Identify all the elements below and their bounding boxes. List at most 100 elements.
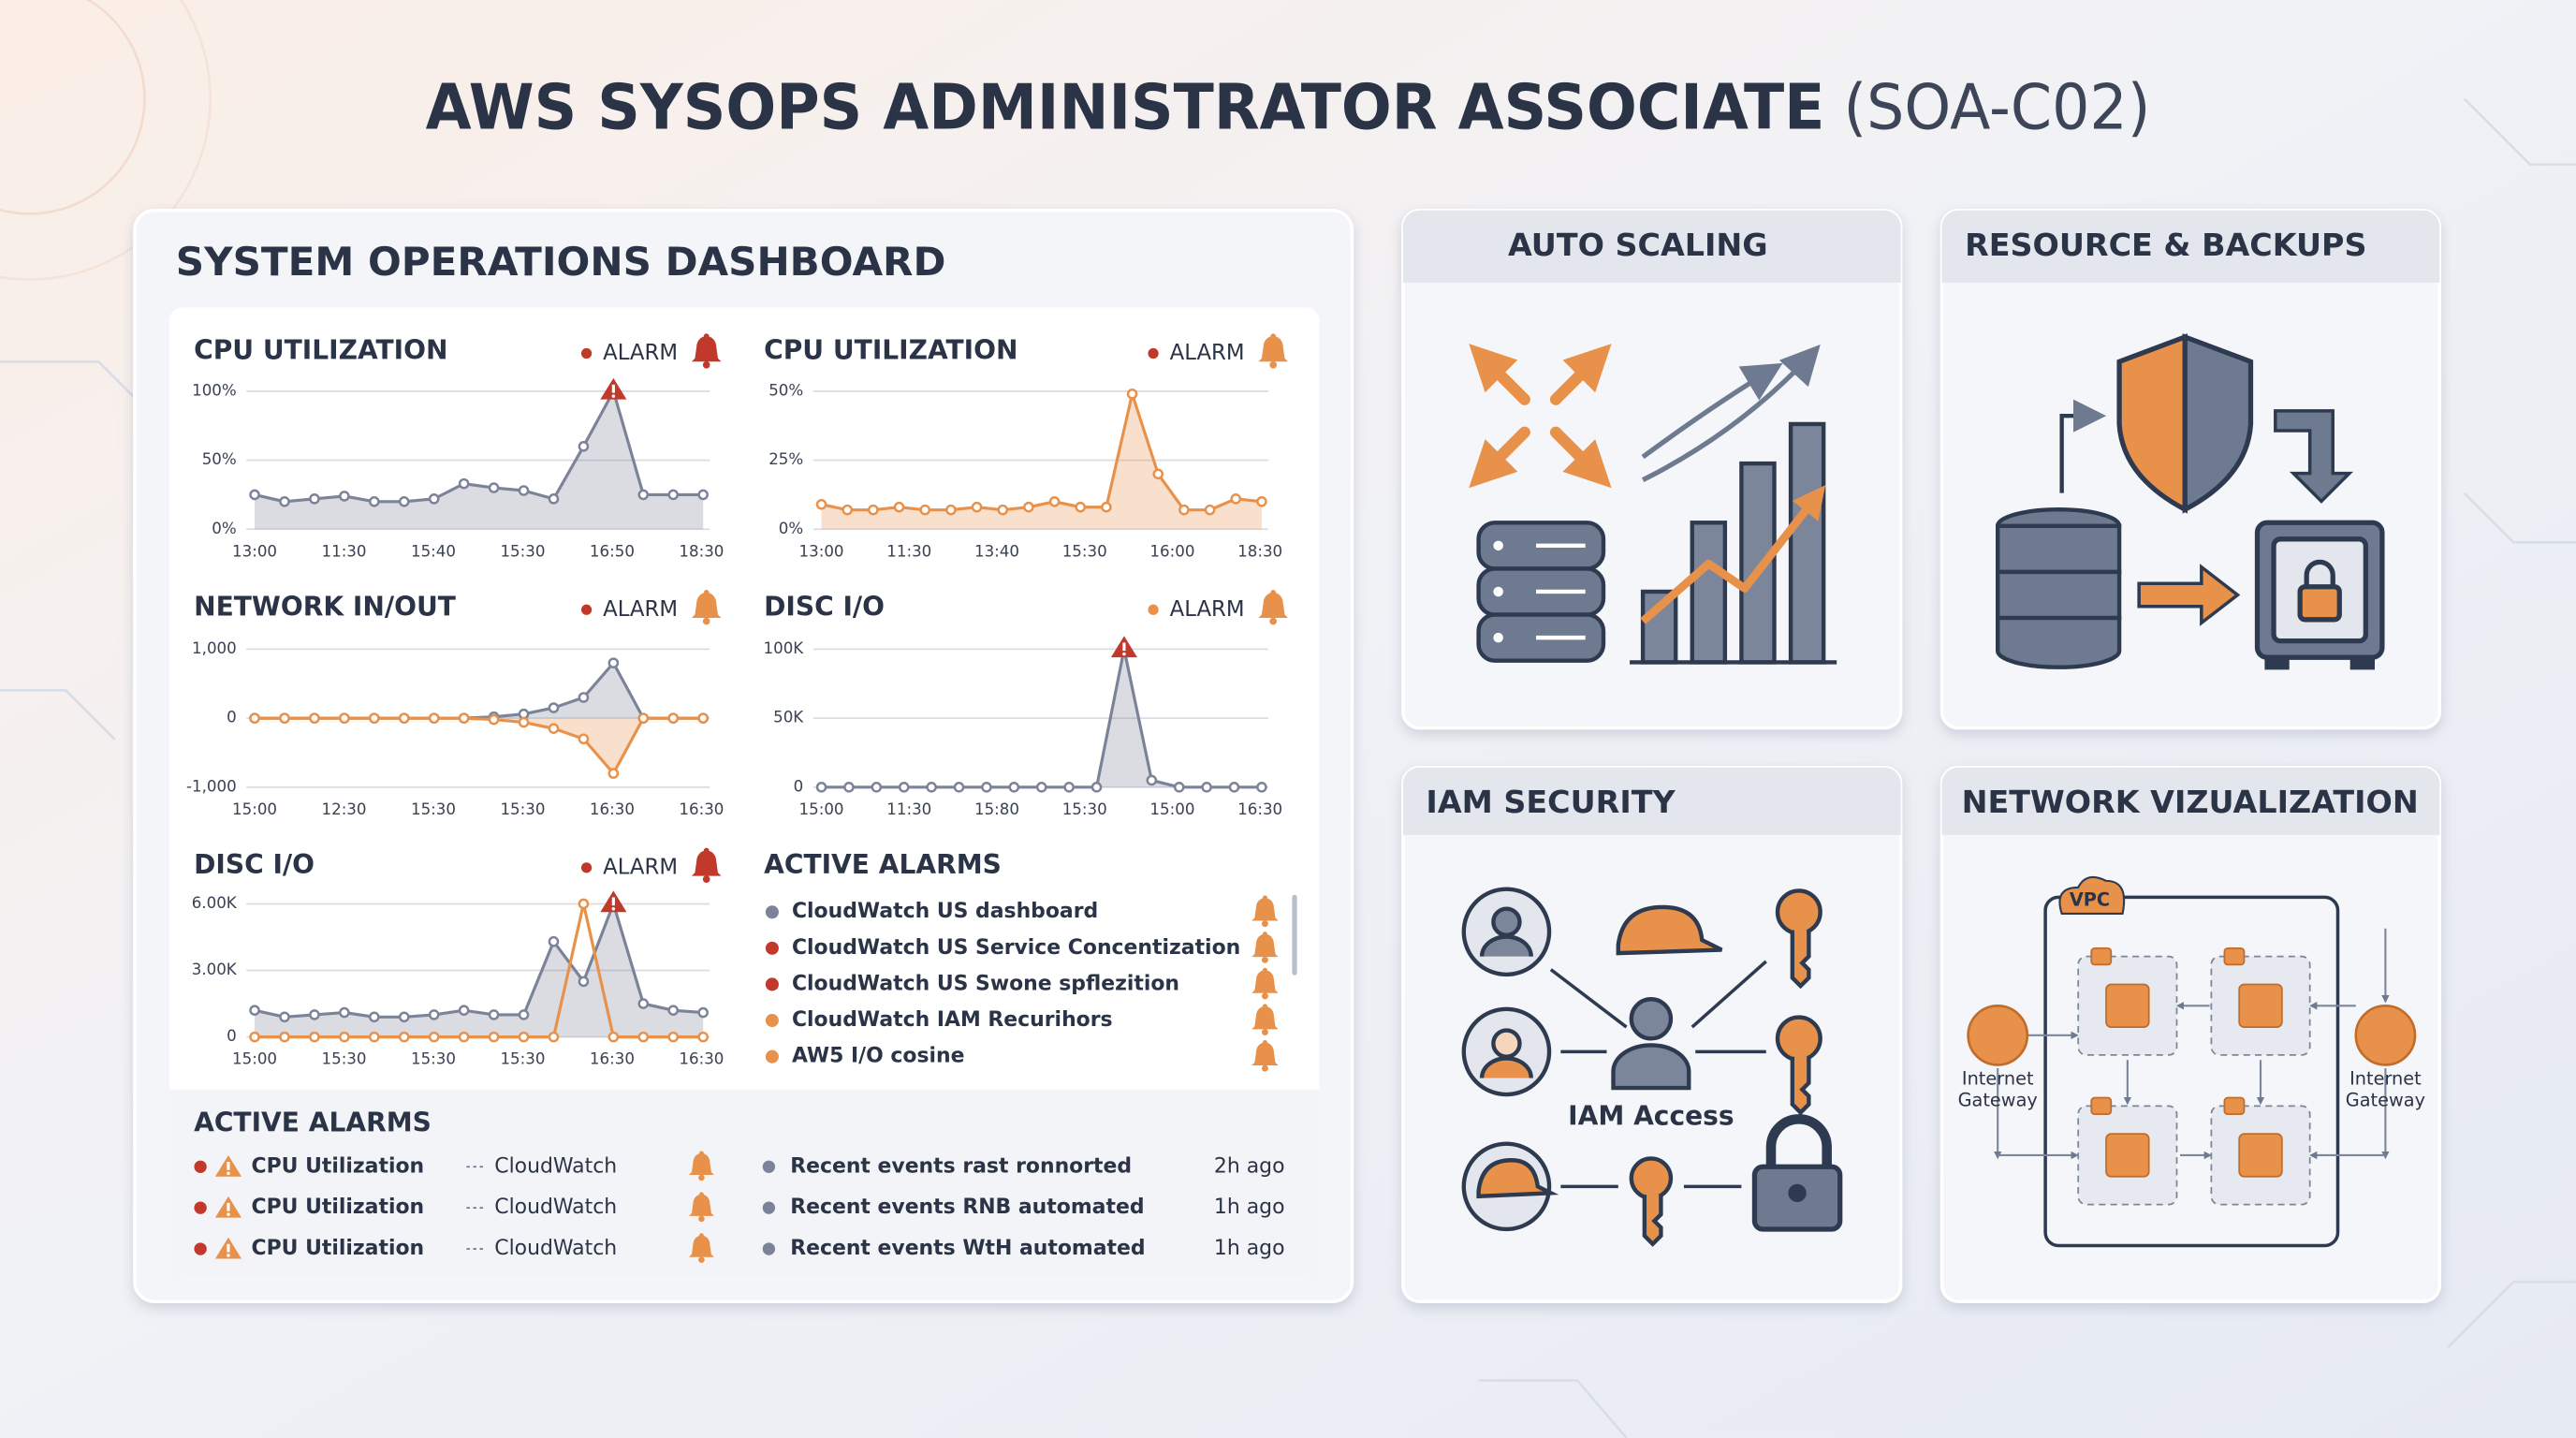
data-point bbox=[249, 1005, 260, 1016]
y-tick-label: 0 bbox=[794, 777, 804, 795]
data-point bbox=[1063, 782, 1075, 793]
alarm-source: CloudWatch bbox=[494, 1196, 617, 1219]
alarm-label: ALARM bbox=[603, 855, 678, 879]
data-point bbox=[667, 1031, 680, 1043]
bell-top bbox=[699, 1192, 704, 1197]
data-point bbox=[488, 1009, 500, 1020]
bell-top bbox=[699, 1233, 704, 1238]
network-links bbox=[1993, 928, 2390, 1160]
y-tick-label: 50% bbox=[202, 450, 237, 468]
data-point bbox=[578, 692, 590, 703]
data-point bbox=[1228, 782, 1240, 793]
event-time: 2h ago bbox=[1214, 1154, 1285, 1178]
x-tick-label: 15:30 bbox=[500, 1050, 545, 1068]
x-tick-label: 15:00 bbox=[799, 800, 844, 818]
event-text: Recent events rast ronnorted bbox=[790, 1154, 1132, 1178]
alarm-metric: CPU Utilization bbox=[252, 1237, 425, 1260]
data-point bbox=[309, 493, 320, 505]
bell-clapper bbox=[698, 1174, 705, 1181]
data-point bbox=[1201, 782, 1212, 793]
x-tick-label: 13:00 bbox=[232, 542, 277, 560]
bell-icon bbox=[689, 1233, 714, 1263]
data-point bbox=[1204, 504, 1216, 516]
warning-dot bbox=[611, 906, 616, 911]
x-tick-label: 16:50 bbox=[590, 542, 635, 560]
data-point bbox=[843, 782, 855, 793]
key-icons bbox=[1629, 888, 1822, 1247]
event-text: Recent events WtH automated bbox=[790, 1237, 1145, 1260]
data-point bbox=[1230, 493, 1242, 505]
gateways bbox=[1967, 1004, 2417, 1066]
gateway-label: Gateway bbox=[2346, 1090, 2425, 1111]
warning-icon bbox=[214, 1196, 242, 1218]
dashboard-title: SYSTEM OPERATIONS DASHBOARD bbox=[176, 239, 946, 285]
data-point bbox=[953, 782, 965, 793]
bell-icon bbox=[1258, 333, 1288, 369]
data-point bbox=[1048, 496, 1061, 507]
bell-body bbox=[1251, 970, 1279, 993]
data-point bbox=[697, 489, 709, 501]
iam-links bbox=[1549, 960, 1767, 1189]
data-point bbox=[945, 504, 957, 516]
status-dot bbox=[765, 1049, 779, 1064]
data-point bbox=[369, 1011, 380, 1023]
curved-arrow bbox=[1641, 362, 1783, 460]
bell-icon bbox=[691, 333, 722, 369]
warning-dot bbox=[1122, 652, 1126, 656]
data-point bbox=[1126, 389, 1138, 400]
bell-top bbox=[703, 590, 710, 595]
iam-label: IAM Access bbox=[1568, 1101, 1734, 1132]
y-tick-label: 0% bbox=[212, 520, 236, 537]
data-point bbox=[279, 712, 290, 724]
y-tick-label: 1,000 bbox=[192, 639, 237, 657]
data-point bbox=[926, 782, 937, 793]
data-point bbox=[279, 496, 290, 507]
warning-icon bbox=[600, 377, 627, 400]
bell-top bbox=[1262, 895, 1267, 901]
data-point bbox=[667, 712, 680, 724]
bell-clapper bbox=[1261, 992, 1268, 1000]
bell-top bbox=[703, 333, 710, 339]
bell-body bbox=[691, 850, 722, 876]
scale-arrows bbox=[1469, 344, 1612, 489]
vpc-cloud bbox=[2058, 875, 2126, 916]
data-point bbox=[919, 504, 931, 516]
status-dot bbox=[765, 941, 779, 955]
data-point bbox=[398, 1031, 410, 1043]
data-point bbox=[1256, 496, 1267, 507]
card-title: RESOURCE & BACKUPS bbox=[1965, 227, 2366, 263]
data-point bbox=[1146, 774, 1158, 786]
bell-clapper bbox=[702, 875, 710, 883]
alarm-dot bbox=[1148, 347, 1159, 360]
data-point bbox=[981, 782, 992, 793]
card-auto-scaling: AUTO SCALING bbox=[1401, 209, 1903, 730]
x-tick-label: 15:80 bbox=[974, 800, 1019, 818]
data-point bbox=[893, 501, 905, 513]
data-point bbox=[1173, 782, 1185, 793]
flow-arrow bbox=[2059, 399, 2107, 493]
growth-bars bbox=[1630, 421, 1837, 665]
data-point bbox=[548, 702, 560, 713]
card-title: AUTO SCALING bbox=[1508, 227, 1768, 263]
y-tick-label: 50% bbox=[768, 381, 803, 399]
card-title: NETWORK VIZUALIZATION bbox=[1962, 784, 2419, 820]
data-point bbox=[578, 441, 590, 452]
alarm-item: CloudWatch US Service Concentization bbox=[792, 936, 1240, 960]
bell-body bbox=[689, 1152, 714, 1175]
bell-icon bbox=[1251, 895, 1279, 928]
bell-body bbox=[1258, 592, 1288, 619]
bell-icon bbox=[1251, 932, 1279, 963]
x-tick-label: 16:30 bbox=[1237, 800, 1282, 818]
alarm-item: CloudWatch US dashboard bbox=[792, 900, 1098, 923]
y-tick-label: 25% bbox=[768, 450, 803, 468]
page-title: AWS SYSOPS ADMINISTRATOR ASSOCIATE(SOA-C… bbox=[426, 71, 2151, 144]
bell-icon bbox=[1251, 967, 1279, 1000]
data-point bbox=[249, 712, 260, 724]
alarm-source: CloudWatch bbox=[494, 1154, 617, 1178]
warning-icon bbox=[214, 1237, 242, 1259]
y-tick-label: -1,000 bbox=[186, 777, 237, 795]
data-point bbox=[428, 493, 440, 505]
alarm-source: CloudWatch bbox=[494, 1237, 617, 1260]
data-point bbox=[607, 1031, 620, 1043]
